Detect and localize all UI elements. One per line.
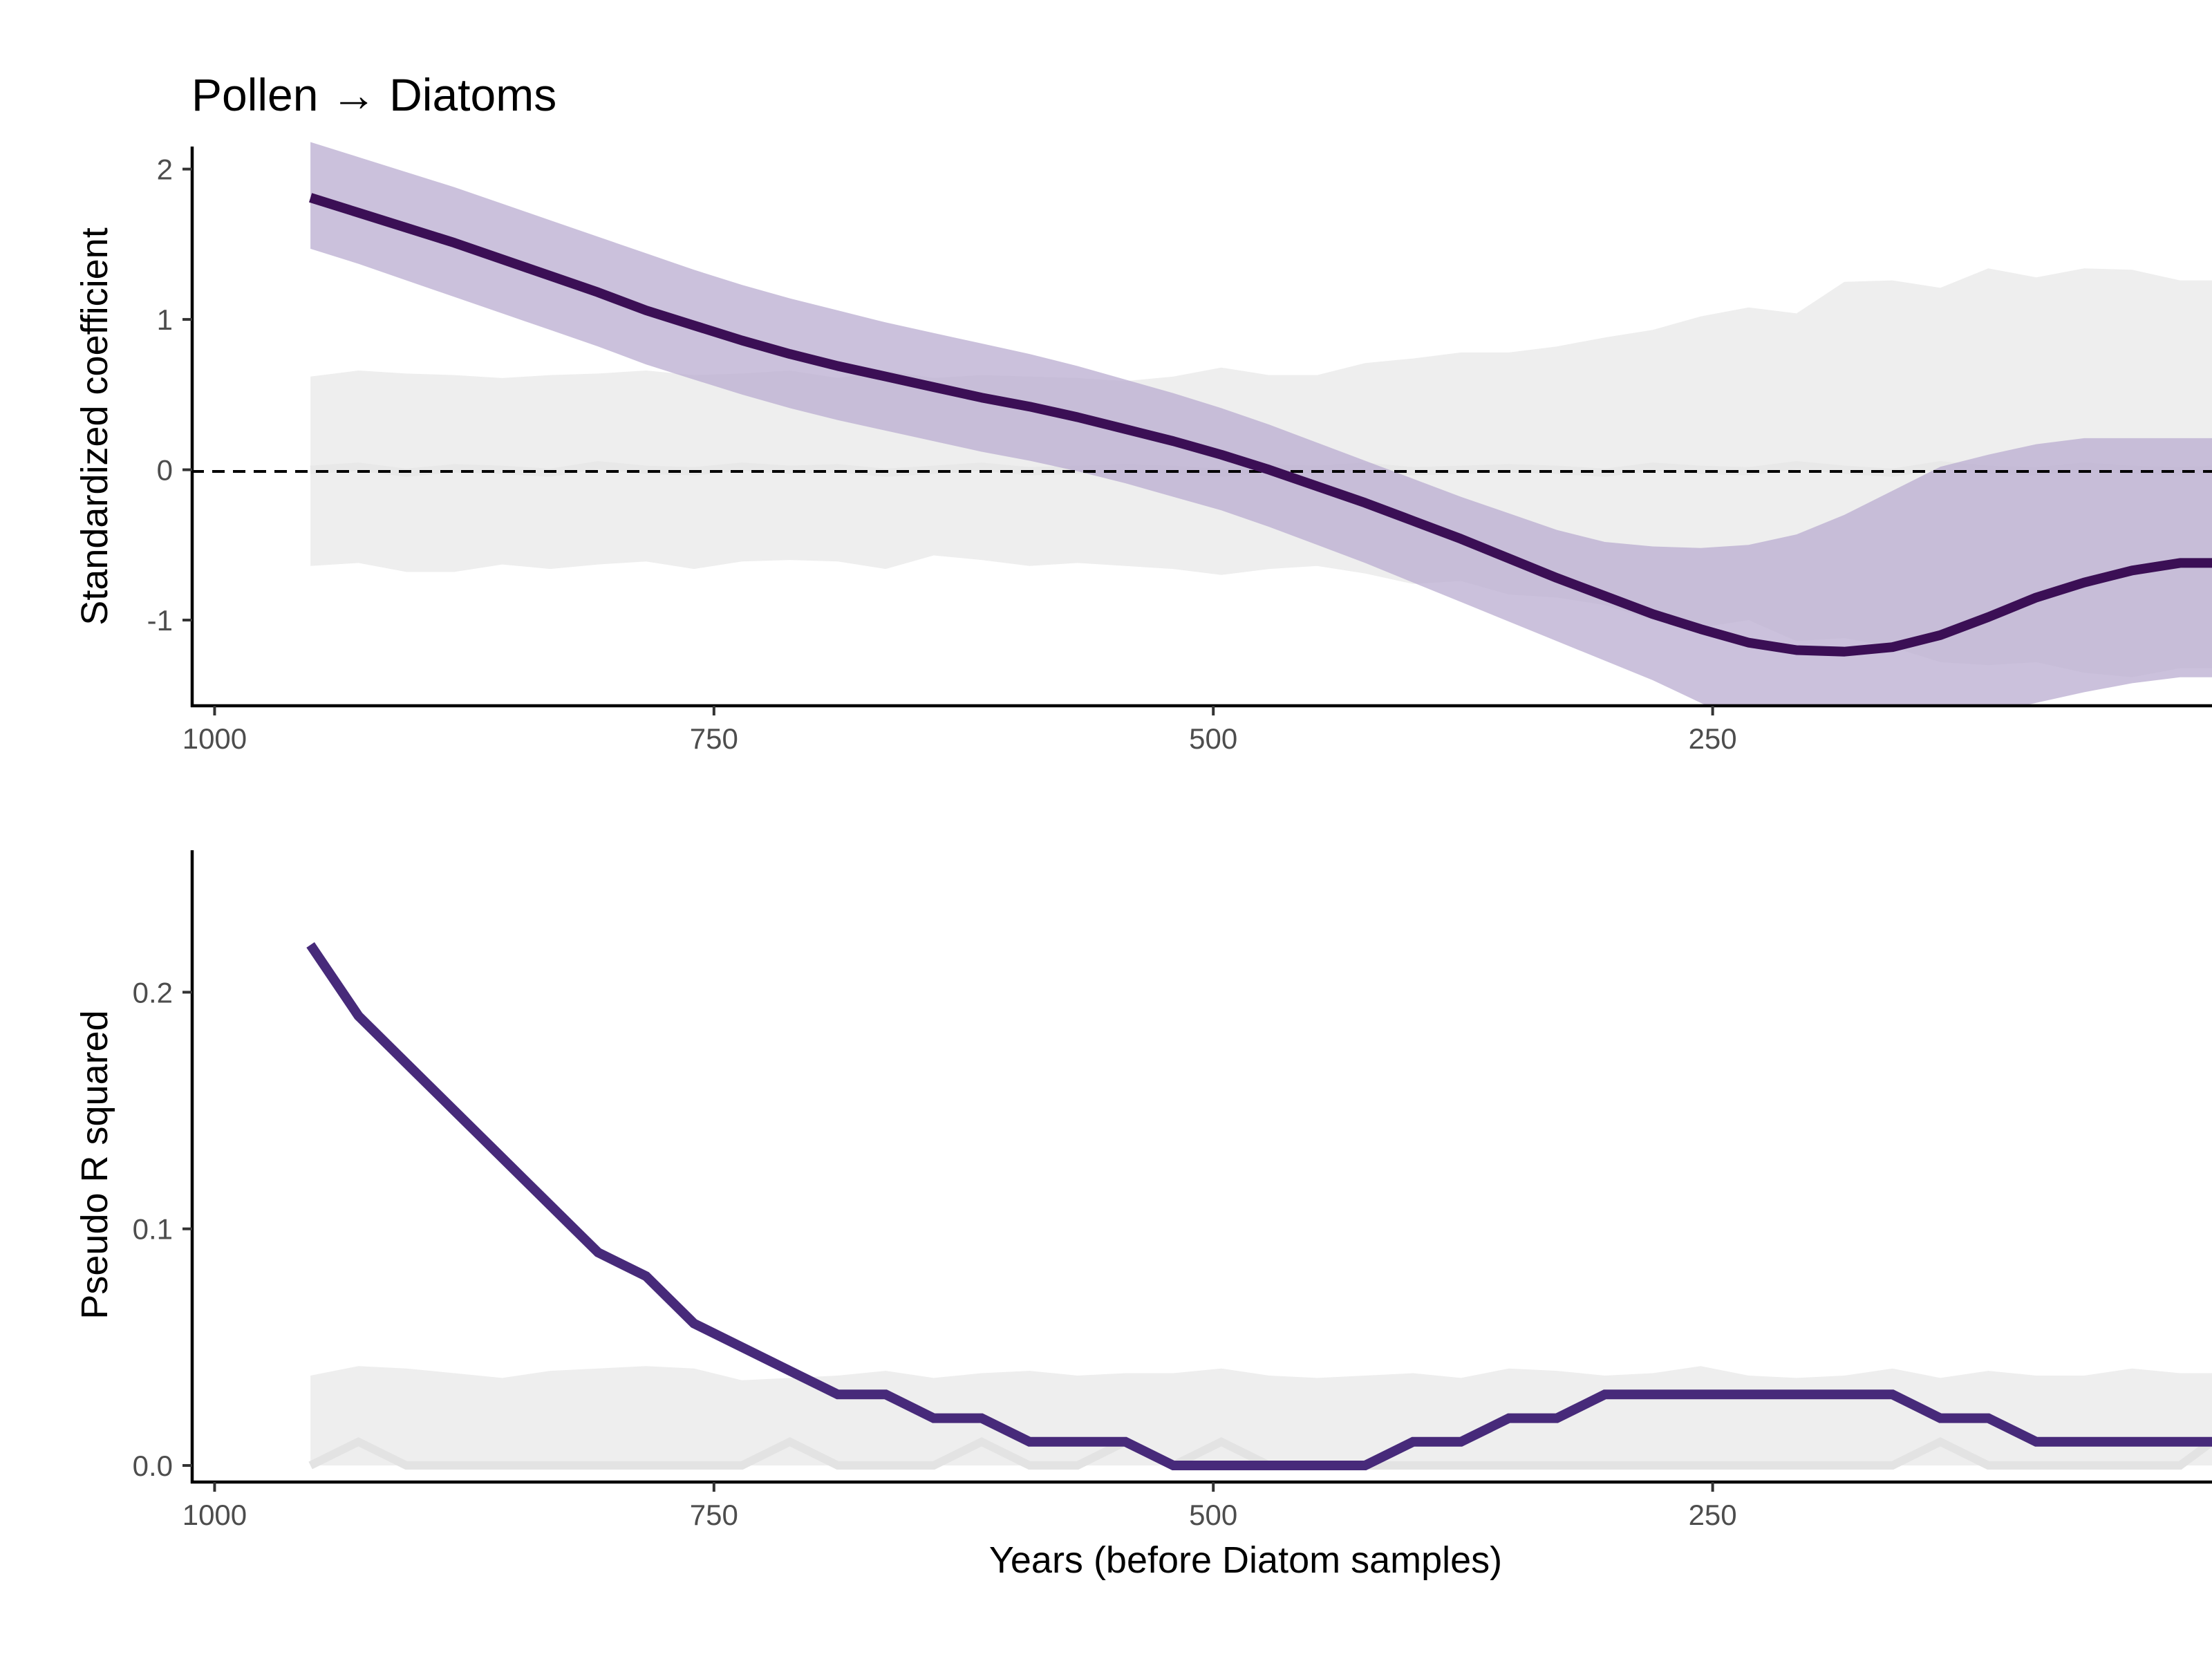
chart-title: Pollen → Diatoms: [191, 69, 556, 120]
y-tick-label: 1: [157, 303, 173, 336]
x-ticks-coefficient: 1000 750 500 250: [182, 706, 1737, 755]
x-tick-label: 1000: [182, 1499, 247, 1531]
x-tick-label: 750: [690, 1499, 738, 1531]
x-tick-label: 250: [1689, 722, 1737, 755]
coefficient-line: [309, 193, 2212, 657]
y-ticks-r-squared: 0.2 0.1 0.0: [133, 976, 192, 1482]
x-tick-label: 1000: [182, 722, 247, 755]
x-tick-label: 500: [1189, 722, 1237, 755]
y-axis-label-r-squared: Pseudo R squared: [74, 1010, 115, 1319]
y-tick-label: 0.1: [133, 1213, 173, 1246]
y-tick-label: 0.2: [133, 976, 173, 1009]
coefficient-series-line: [309, 193, 2212, 657]
r-squared-series-line: [306, 941, 2212, 1470]
coefficient-panel: 2 1 0 -1 1000 750 500 250 Standardized coeffic…: [74, 142, 2212, 755]
x-tick-label: 250: [1689, 1499, 1737, 1531]
confidence-band-coefficient: [310, 142, 2212, 706]
r-squared-line: [306, 941, 2212, 1470]
x-tick-label: 500: [1189, 1499, 1237, 1531]
y-ticks-coefficient: 2 1 0 -1: [147, 153, 192, 637]
y-tick-label: 2: [157, 153, 173, 186]
confidence-band-area: [310, 142, 2212, 706]
r-squared-panel: 0.2 0.1 0.0 1000 750 500 250 Pseudo R squared…: [74, 850, 2212, 1581]
x-axis-label: Years (before Diatom samples): [989, 1539, 1502, 1581]
y-tick-label: -1: [147, 604, 173, 637]
y-axis-label-coefficient: Standardized coefficient: [74, 227, 115, 625]
y-tick-label: 0: [157, 454, 173, 487]
x-ticks-r-squared: 1000 750 500 250: [182, 1482, 1737, 1531]
x-tick-label: 750: [690, 722, 738, 755]
y-tick-label: 0.0: [133, 1450, 173, 1482]
